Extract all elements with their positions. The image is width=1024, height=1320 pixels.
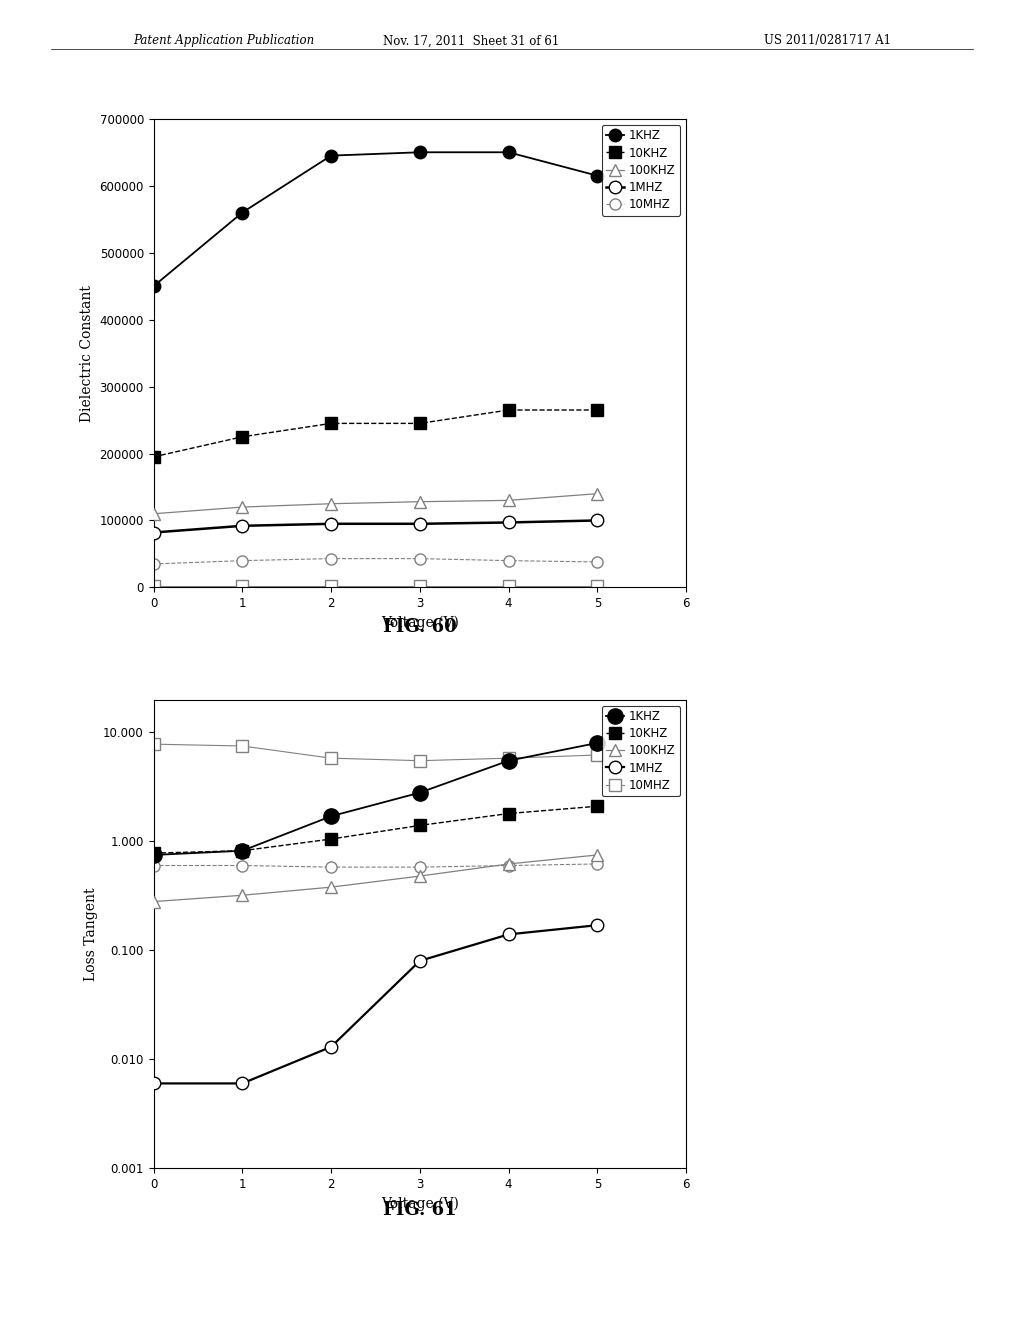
10KHZ <box>237 842 249 858</box>
100KHZ <box>147 894 160 909</box>
1MHZ <box>147 524 160 540</box>
100KHZ <box>414 869 426 884</box>
1MHZ <box>503 927 515 942</box>
10KHZ <box>325 416 337 432</box>
10MHZ <box>325 550 337 566</box>
Text: FIG. 61: FIG. 61 <box>383 1201 457 1220</box>
X-axis label: Voltage (V): Voltage (V) <box>381 615 459 630</box>
100KHZ <box>591 486 603 502</box>
Line: 1MHZ: 1MHZ <box>147 919 603 1090</box>
Y-axis label: Dielectric Constant: Dielectric Constant <box>80 285 94 421</box>
Legend: 1KHZ, 10KHZ, 100KHZ, 1MHZ, 10MHZ: 1KHZ, 10KHZ, 100KHZ, 1MHZ, 10MHZ <box>602 124 680 215</box>
Line: 100KHZ: 100KHZ <box>148 849 603 907</box>
1MHZ <box>237 1076 249 1092</box>
Text: US 2011/0281717 A1: US 2011/0281717 A1 <box>764 34 891 48</box>
1KHZ <box>325 148 337 164</box>
100KHZ <box>325 879 337 895</box>
100KHZ <box>591 847 603 863</box>
10KHZ <box>414 817 426 833</box>
1MHZ <box>237 517 249 533</box>
1MHZ <box>325 516 337 532</box>
10MHZ <box>237 553 249 569</box>
10MHZ <box>147 556 160 572</box>
100KHZ <box>237 887 249 903</box>
1KHZ <box>237 205 249 220</box>
100KHZ <box>237 499 249 515</box>
X-axis label: Voltage (V): Voltage (V) <box>381 1196 459 1210</box>
1KHZ <box>503 752 515 768</box>
Line: 10KHZ: 10KHZ <box>147 404 603 463</box>
1MHZ <box>414 516 426 532</box>
1MHZ <box>325 1039 337 1055</box>
10KHZ <box>147 449 160 465</box>
1KHZ <box>147 847 160 863</box>
10MHZ <box>414 550 426 566</box>
100KHZ <box>414 494 426 510</box>
Text: Nov. 17, 2011  Sheet 31 of 61: Nov. 17, 2011 Sheet 31 of 61 <box>383 34 559 48</box>
Legend: 1KHZ, 10KHZ, 100KHZ, 1MHZ, 10MHZ: 1KHZ, 10KHZ, 100KHZ, 1MHZ, 10MHZ <box>602 705 680 796</box>
10KHZ <box>503 403 515 418</box>
10KHZ <box>591 799 603 814</box>
1KHZ <box>325 808 337 824</box>
1KHZ <box>414 784 426 800</box>
10KHZ <box>503 805 515 821</box>
1MHZ <box>591 917 603 933</box>
10MHZ <box>147 737 160 752</box>
10MHZ <box>237 738 249 754</box>
1KHZ <box>147 279 160 294</box>
Line: 100KHZ: 100KHZ <box>148 488 603 519</box>
Line: 1KHZ: 1KHZ <box>147 147 603 293</box>
10KHZ <box>325 832 337 847</box>
Y-axis label: Loss Tangent: Loss Tangent <box>84 887 97 981</box>
1KHZ <box>503 144 515 160</box>
10MHZ <box>503 750 515 766</box>
Line: 1MHZ: 1MHZ <box>147 515 603 539</box>
10MHZ <box>414 752 426 768</box>
1KHZ <box>591 735 603 751</box>
10KHZ <box>414 416 426 432</box>
1KHZ <box>237 842 249 858</box>
10MHZ <box>503 553 515 569</box>
10KHZ <box>147 845 160 861</box>
100KHZ <box>503 857 515 873</box>
1MHZ <box>414 953 426 969</box>
10KHZ <box>591 403 603 418</box>
100KHZ <box>147 506 160 521</box>
Line: 1KHZ: 1KHZ <box>146 735 605 862</box>
10MHZ <box>325 750 337 766</box>
100KHZ <box>325 496 337 512</box>
Line: 10MHZ: 10MHZ <box>148 553 603 569</box>
Line: 10KHZ: 10KHZ <box>147 800 603 859</box>
Text: Patent Application Publication: Patent Application Publication <box>133 34 314 48</box>
1MHZ <box>591 512 603 528</box>
1KHZ <box>414 144 426 160</box>
1MHZ <box>147 1076 160 1092</box>
Line: 10MHZ: 10MHZ <box>148 739 603 766</box>
1MHZ <box>503 515 515 531</box>
100KHZ <box>503 492 515 508</box>
10MHZ <box>591 554 603 570</box>
10MHZ <box>591 747 603 763</box>
Text: FIG. 60: FIG. 60 <box>383 618 457 636</box>
1KHZ <box>591 168 603 183</box>
10KHZ <box>237 429 249 445</box>
